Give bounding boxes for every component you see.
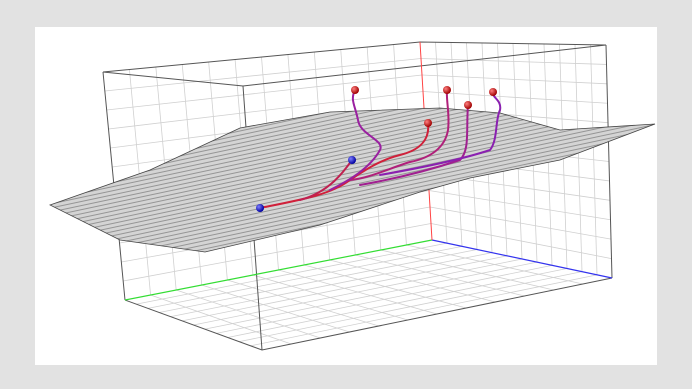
grid-line (406, 244, 583, 285)
y-axis-line (431, 239, 613, 279)
start-point (348, 156, 356, 164)
end-point (464, 101, 472, 109)
trajectory (379, 91, 502, 176)
trajectory (359, 104, 469, 186)
box-edge (605, 44, 613, 279)
grid-line (239, 271, 583, 343)
end-point (424, 119, 432, 127)
x-axis-line (124, 239, 433, 301)
grid-line (430, 223, 612, 259)
trajectory (329, 89, 382, 191)
grid-line (590, 44, 598, 275)
grid-line (123, 223, 432, 282)
grid-line (250, 274, 598, 347)
end-point (351, 86, 359, 94)
trajectory (349, 89, 450, 181)
end-point (489, 88, 497, 96)
trajectories (259, 89, 502, 209)
end-point (443, 86, 451, 94)
box-edge (124, 277, 613, 351)
start-point (256, 204, 264, 212)
grid-line (429, 206, 612, 240)
